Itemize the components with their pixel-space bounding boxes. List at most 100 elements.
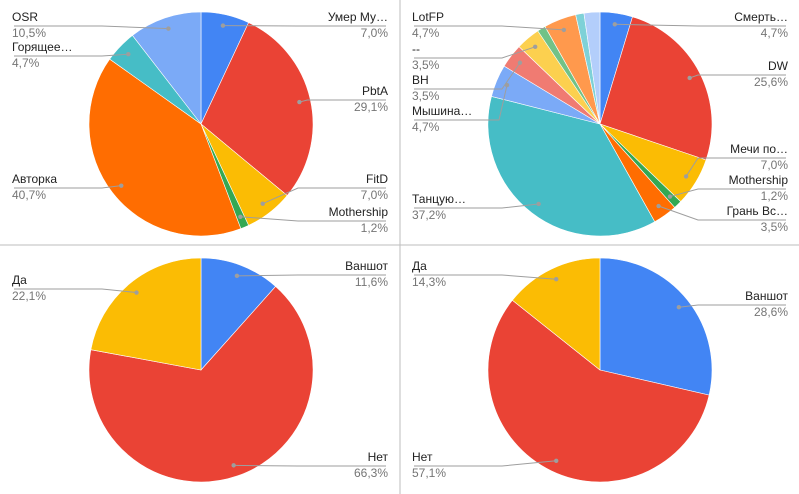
- pie-chart-top-left: Умер Му… 7,0% PbtA 29,1% FitD 7,0% Mothership 1…: [12, 10, 388, 237]
- pie-slice: [487, 299, 710, 483]
- slice-percent-label: 57,1%: [412, 466, 446, 480]
- pie-slices: [88, 257, 314, 483]
- slice-percent-label: 29,1%: [354, 100, 388, 114]
- slice-percent-label: 4,7%: [412, 26, 440, 40]
- slice-percent-label: 25,6%: [754, 75, 788, 89]
- slice-label: Ваншот: [745, 289, 788, 303]
- slice-percent-label: 11,6%: [355, 275, 388, 289]
- slice-percent-label: 40,7%: [12, 188, 46, 202]
- slice-percent-label: 4,7%: [412, 120, 440, 134]
- pie-slice: [90, 257, 202, 371]
- slice-percent-label: 37,2%: [412, 208, 446, 222]
- pie-callouts: Ваншот 28,6% Нет 57,1% Да 14,3%: [412, 259, 788, 480]
- pie-slice: [599, 257, 713, 396]
- leader-line: [689, 74, 786, 79]
- slice-label: Грань Вс…: [727, 204, 788, 218]
- leader-dot: [260, 201, 265, 206]
- pie-callouts: Умер Му… 7,0% PbtA 29,1% FitD 7,0% Mothership 1…: [12, 10, 388, 235]
- slice-percent-label: 3,5%: [412, 89, 440, 103]
- leader-dot: [554, 458, 559, 463]
- leader-dot: [536, 201, 541, 207]
- leader-line: [678, 304, 786, 308]
- pie-slices: [88, 11, 314, 237]
- slice-percent-label: 22,1%: [12, 289, 46, 303]
- leader-line: [14, 288, 137, 294]
- pie-chart-top-right: Смерть… 4,7% DW 25,6% Мечи по… 7,0%Mothership…: [412, 10, 789, 237]
- leader-dot: [238, 214, 243, 219]
- slice-label: Нет: [368, 450, 389, 464]
- slice-label: FitD: [366, 172, 388, 186]
- leader-line: [299, 99, 386, 103]
- slice-label: BH: [412, 73, 429, 87]
- leader-dot: [687, 75, 692, 81]
- slice-percent-label: 7,0%: [761, 158, 789, 172]
- leader-dot: [231, 463, 236, 468]
- leader-dot: [134, 290, 139, 295]
- leader-dot: [532, 44, 538, 50]
- slice-percent-label: 14,3%: [412, 275, 446, 289]
- pie-chart-bottom-left: Ваншот 11,6% Нет 66,3% Да 22,1%: [12, 257, 389, 483]
- slice-label: OSR: [12, 10, 38, 24]
- leader-dot: [676, 305, 682, 310]
- pie-slice: [599, 16, 713, 161]
- leader-dot: [234, 273, 240, 279]
- leader-line: [414, 460, 557, 467]
- leader-line: [614, 23, 786, 27]
- slice-label: Умер Му…: [328, 10, 388, 24]
- leader-line: [240, 216, 386, 222]
- leader-line: [233, 464, 386, 467]
- leader-dot: [554, 277, 559, 282]
- leader-line: [658, 205, 786, 221]
- leader-dot: [126, 51, 131, 57]
- slice-label: Mothership: [329, 205, 389, 219]
- slice-label: Мечи по…: [730, 142, 788, 156]
- leader-dot: [220, 23, 226, 28]
- slice-label: LotFP: [412, 10, 444, 24]
- slice-label: Да: [12, 273, 27, 287]
- slice-percent-label: 10,5%: [12, 26, 46, 40]
- pie-slice: [487, 96, 656, 237]
- slice-percent-label: 3,5%: [412, 58, 440, 72]
- leader-line: [669, 188, 786, 198]
- pie-slice: [583, 11, 601, 125]
- leader-line: [414, 62, 521, 90]
- slice-label: DW: [768, 59, 789, 73]
- pie-slice: [88, 286, 314, 483]
- slice-percent-label: 3,5%: [761, 220, 789, 234]
- slice-label: Танцую…: [412, 192, 466, 206]
- pie-slices: [487, 11, 713, 237]
- slice-label: Нет: [412, 450, 433, 464]
- leader-line: [414, 274, 557, 280]
- leader-dot: [561, 27, 567, 33]
- leader-line: [414, 203, 539, 209]
- leader-dot: [667, 194, 673, 199]
- leader-dot: [119, 183, 124, 188]
- leader-line: [262, 187, 386, 205]
- pie-callouts: Смерть… 4,7% DW 25,6% Мечи по… 7,0%Mothership…: [412, 10, 789, 234]
- leader-dot: [517, 60, 523, 65]
- pie-callouts: Ваншот 11,6% Нет 66,3% Да 22,1%: [12, 259, 389, 480]
- leader-dot: [612, 22, 617, 27]
- leader-line: [14, 185, 122, 189]
- leader-line: [414, 46, 536, 59]
- slice-label: Mothership: [729, 173, 789, 187]
- slice-label: Смерть…: [734, 10, 788, 24]
- slice-label: --: [412, 42, 420, 56]
- leader-dot: [656, 203, 661, 209]
- leader-dot: [166, 26, 171, 31]
- leader-line: [236, 274, 386, 277]
- leader-line: [14, 25, 169, 30]
- slice-percent-label: 4,7%: [761, 26, 789, 40]
- pie-slices: [487, 257, 713, 483]
- slice-percent-label: 4,7%: [12, 56, 40, 70]
- slice-label: Мышина…: [412, 104, 472, 118]
- slice-label: Горящее…: [12, 40, 73, 54]
- slice-label: Авторка: [12, 172, 57, 186]
- pie-slice: [88, 58, 242, 237]
- leader-line: [685, 157, 786, 177]
- slice-percent-label: 1,2%: [361, 221, 389, 235]
- slice-label: PbtA: [362, 84, 388, 98]
- slice-label: Ваншот: [345, 259, 388, 273]
- pie-slice: [200, 257, 277, 371]
